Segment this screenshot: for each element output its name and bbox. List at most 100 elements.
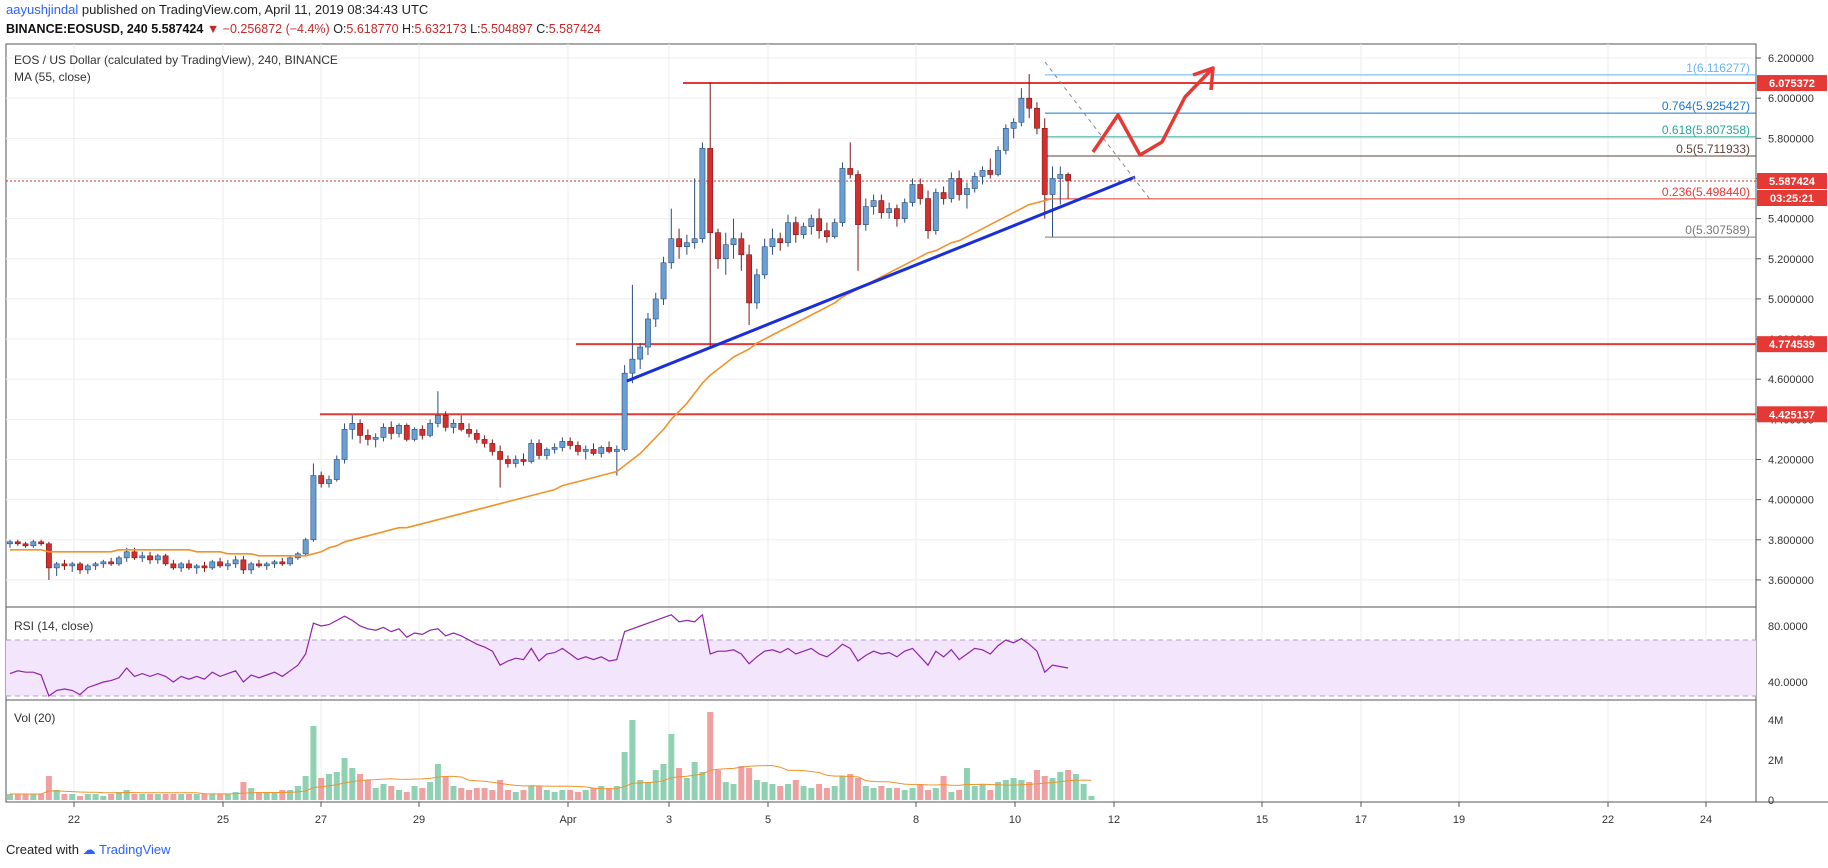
candle-body [38,541,45,545]
author-link[interactable]: aayushjindal [6,2,79,17]
candle-body [388,427,395,434]
candle-body [240,559,247,571]
candle-body [598,447,605,454]
volume-bar [652,770,659,800]
volume-bar [520,790,527,800]
volume-bar [1072,774,1079,800]
volume-bar [746,768,753,800]
x-tick-label: 29 [413,814,425,826]
volume-tick-label: 4M [1768,715,1783,727]
rsi-line [9,613,1069,697]
candle-body [53,563,60,569]
candle-body [302,539,309,555]
candle-body [100,561,107,565]
candle-body [256,563,262,567]
candle-body [590,449,597,454]
candle-body [139,555,146,559]
candle-body [567,441,574,446]
candle-body [380,427,387,438]
candle-body [1057,174,1064,179]
volume-bar [606,788,613,800]
candle-body [466,429,472,434]
volume-bar [644,782,651,800]
volume-bar [302,776,309,800]
candle-body [637,346,644,360]
x-tick-label: 10 [1009,814,1021,826]
candle-body [1002,127,1009,151]
x-tick-label: 27 [315,814,327,826]
candle-body [753,274,760,304]
candle-body [808,218,815,227]
volume-bar [730,784,737,800]
volume-bar [14,794,21,800]
candle-body [473,433,480,440]
volume-bar [139,794,146,800]
candle-body [450,423,457,428]
low-label: L: [470,22,481,36]
candle-body [1026,97,1033,109]
y-tick-label: 4.600000 [1768,374,1814,386]
volume-bar [364,780,371,800]
ascending-trend-line[interactable] [626,175,1136,383]
volume-bar [536,786,543,800]
candle-body [652,298,659,320]
trading-chart[interactable]: 1(6.116277) 0.764(5.925427) 0.618(5.807358… [0,40,1828,852]
candle-body [878,200,885,213]
level-mid-tag-bg [1757,336,1827,353]
candle-body [61,563,68,567]
volume-bar [255,792,262,800]
volume-bar [691,762,698,800]
current-price-tag: 5.587424 [1769,176,1816,188]
x-tick-label: 22 [1602,814,1614,826]
candle-body [1049,178,1056,195]
volume-bar [792,780,799,800]
candle-body [1065,174,1071,181]
volume-bar [613,786,620,800]
rsi-tick-label: 40.0000 [1768,677,1808,689]
volume-bar [84,794,91,800]
volume-bar [380,784,387,800]
volume-bar [1065,770,1072,800]
candle-body [862,206,869,225]
volume-bar [294,786,301,800]
volume-bar [325,774,332,800]
volume-bar [30,794,37,800]
candle-body [683,242,690,248]
volume-bar [582,790,589,800]
candle-body [419,429,426,436]
candle-body [551,447,558,450]
price-tags: 6.075372 5.587424 03:25:21 4.774539 4.425137 [1757,75,1827,423]
candle-body [69,563,76,567]
volume-bar [349,768,356,800]
candle-body [761,246,768,276]
candle-body [606,447,612,452]
price-axis[interactable]: 6.2000006.0000005.8000005.6000005.400000… [1756,53,1814,807]
volume-bar [481,788,488,800]
volume-bar [629,720,636,800]
volume-bar [979,784,986,800]
volume-bar [870,788,877,800]
y-tick-label: 5.000000 [1768,294,1814,306]
volume-bar [543,790,550,800]
volume-bar [403,792,410,800]
candle-body [458,423,465,430]
volume-bar [722,782,729,800]
volume-bar [932,788,939,800]
volume-bar [170,794,177,800]
candle-body [769,238,776,248]
volume-bar [559,790,566,800]
time-axis[interactable]: 22 25 27 29 Apr 3 5 8 10 12 15 17 19 22 24 [68,802,1712,826]
tradingview-brand[interactable]: TradingView [99,842,171,857]
volume-bar [7,794,13,800]
current-price-tag-bg [1757,172,1827,189]
candle-body [489,443,496,452]
candle-body [699,148,706,239]
x-tick-label: 22 [68,814,80,826]
y-tick-label: 6.200000 [1768,53,1814,65]
fibonacci-retracement[interactable]: 1(6.116277) 0.764(5.925427) 0.618(5.807358… [1045,61,1756,238]
volume-bar [707,712,714,800]
horizontal-levels[interactable] [320,82,1756,416]
y-tick-label: 3.600000 [1768,575,1814,587]
volume-bar [333,772,340,800]
candle-body [193,565,200,569]
